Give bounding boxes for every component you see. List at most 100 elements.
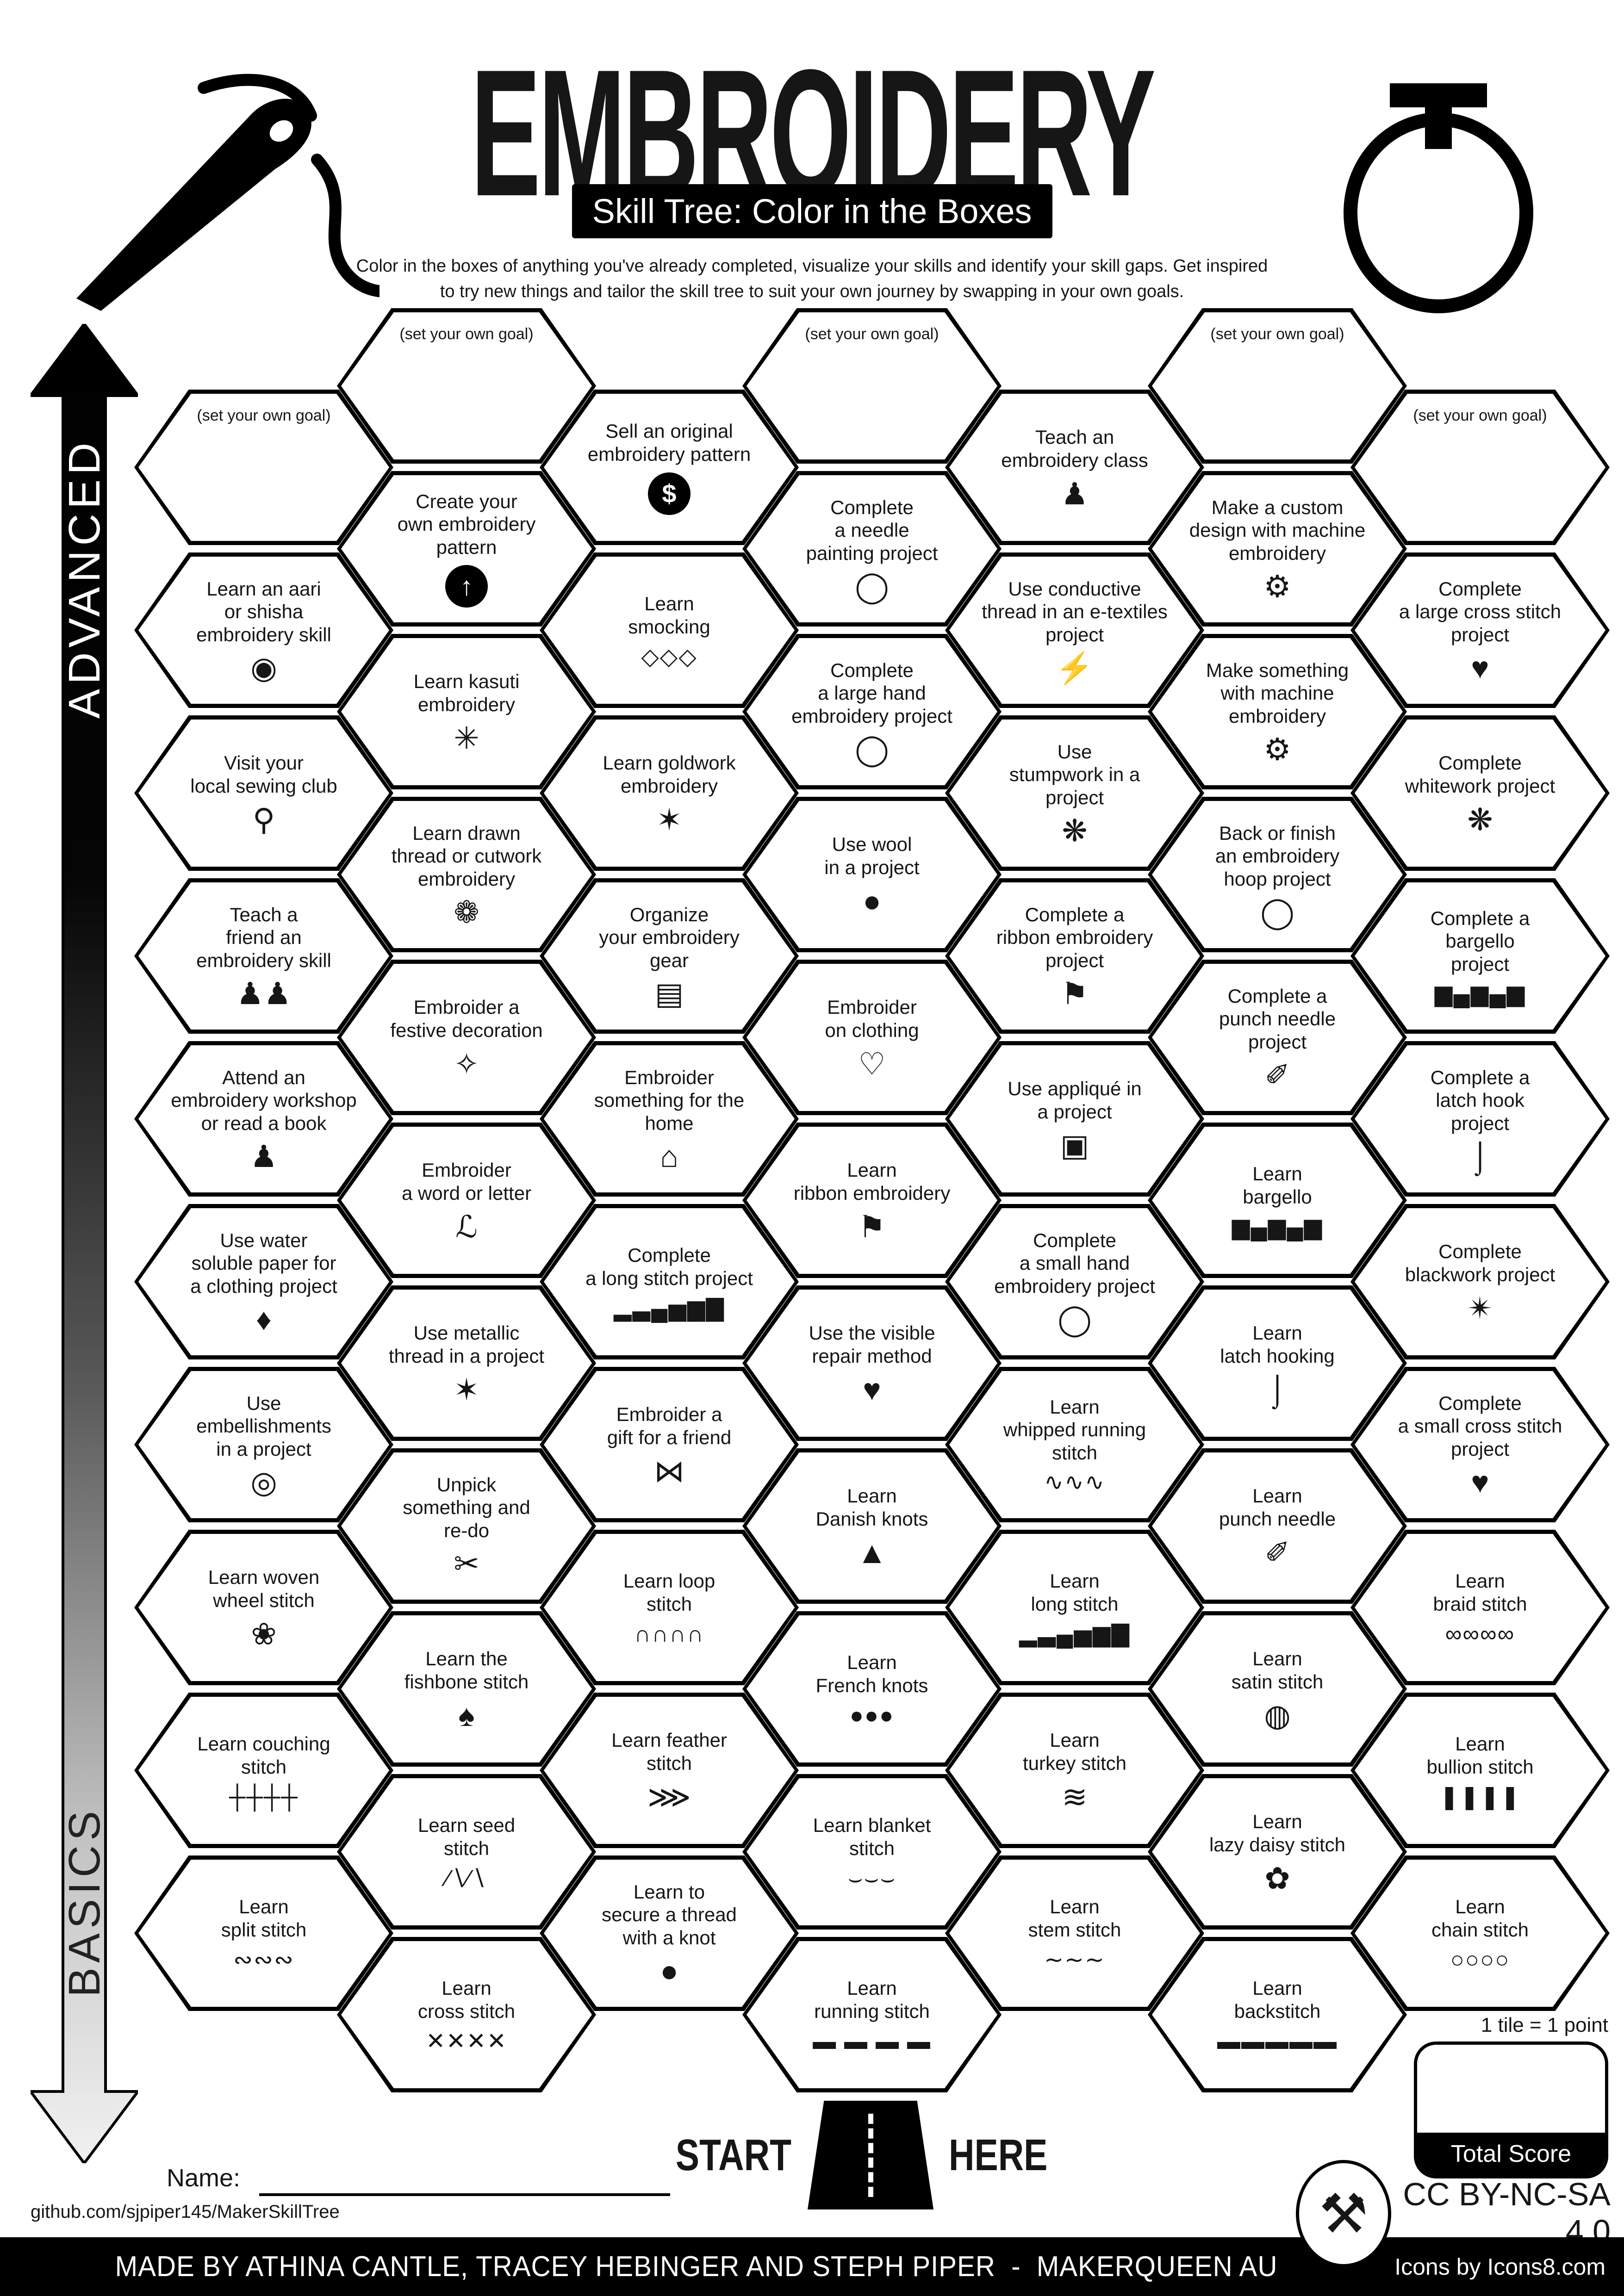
hex-tile[interactable]: Learn blanket stitch ⌣⌣⌣ (742, 1774, 1002, 1930)
hex-tile[interactable]: Learn backstitch ▬▬▬▬▬ (1148, 1937, 1407, 2092)
hex-tile[interactable]: Complete a needle painting project ◯ (742, 471, 1002, 627)
hex-tile[interactable]: Teach a friend an embroidery skill ♟♟ (134, 878, 393, 1034)
hex-tile[interactable]: Learn couching stitch ┼┼┼┼ (134, 1693, 393, 1848)
hex-tile[interactable]: Sell an original embroidery pattern $ (540, 390, 799, 545)
hex-tile[interactable]: Learn split stitch ∾∾∾ (134, 1855, 393, 2011)
hex-tile[interactable]: Learn satin stitch ◍ (1148, 1611, 1407, 1767)
hex-tile[interactable]: Complete a long stitch project ▂▃▄▅▆▇ (540, 1204, 799, 1359)
hex-fill-area (544, 394, 795, 541)
arrow-up-circle-icon: ↑ (445, 565, 488, 608)
total-score-label: Total Score (1417, 2133, 1605, 2175)
hex-tile[interactable]: Learn lazy daisy stitch ✿ (1148, 1774, 1407, 1930)
total-score-box[interactable]: Total Score (1414, 2042, 1608, 2178)
icons-credit-text[interactable]: Icons by Icons8.com (1394, 2253, 1605, 2280)
hex-tile[interactable]: Learn drawn thread or cutwork embroidery… (337, 797, 596, 952)
hex-tile[interactable]: Use embellishments in a project ◎ (134, 1367, 393, 1522)
hex-tile[interactable]: Complete a large hand embroidery project… (742, 634, 1002, 789)
hex-label: Learn the fishbone stitch (404, 1648, 529, 1693)
hex-tile[interactable]: (set your own goal) (742, 308, 1002, 464)
hex-tile[interactable]: Learn punch needle ✐ (1148, 1448, 1407, 1604)
name-input-line[interactable] (259, 2169, 670, 2196)
hex-tile[interactable]: Organize your embroidery gear ▤ (540, 878, 799, 1034)
hex-label: Learn stem stitch (1028, 1896, 1121, 1941)
hex-tile[interactable]: Complete a large cross stitch project ♥ (1350, 552, 1610, 708)
long-stitch-icon: ▂▃▄▅▆▇ (614, 1295, 725, 1321)
hex-tile[interactable]: Learn stem stitch ∼∼∼ (945, 1855, 1204, 2011)
kasuti-motif-icon: ✳ (454, 720, 479, 755)
hex-tile[interactable]: Learn ribbon embroidery ⚑ (742, 1123, 1002, 1278)
hex-tile[interactable]: Learn whipped running stitch ∿∿∿ (945, 1367, 1204, 1522)
house-icon: ⌂ (660, 1139, 678, 1174)
hex-tile[interactable]: (set your own goal) (134, 390, 393, 545)
hex-tile[interactable]: Use metallic thread in a project ✶ (337, 1285, 596, 1441)
hex-tile[interactable]: Learn goldwork embroidery ✶ (540, 715, 799, 871)
hoop-needle-icon: ◯ (1260, 895, 1294, 930)
hex-tile[interactable]: Back or finish an embroidery hoop projec… (1148, 797, 1407, 952)
hex-tile[interactable]: Complete a punch needle project ✐ (1148, 960, 1407, 1115)
hex-tile[interactable]: Learn turkey stitch ≋ (945, 1693, 1204, 1848)
github-link[interactable]: github.com/sjpiper145/MakerSkillTree (31, 2202, 340, 2222)
hex-tile[interactable]: Make something with machine embroidery ⚙ (1148, 634, 1407, 789)
hex-tile[interactable]: Learn kasuti embroidery ✳ (337, 634, 596, 789)
hex-tile[interactable]: Learn bullion stitch ❚❚❚❚ (1350, 1693, 1610, 1848)
hex-tile[interactable]: Make a custom design with machine embroi… (1148, 471, 1407, 627)
hex-tile[interactable]: Use conductive thread in an e-textiles p… (945, 552, 1204, 708)
hex-tile[interactable]: Complete a latch hook project ⌡ (1350, 1041, 1610, 1197)
hex-tile[interactable]: Complete a ribbon embroidery project ⚑ (945, 878, 1204, 1034)
hex-tile[interactable]: Learn feather stitch ⋙ (540, 1693, 799, 1848)
hex-tile[interactable]: Learn smocking ◇◇◇ (540, 552, 799, 708)
hex-label: Learn loop stitch (623, 1570, 716, 1615)
hex-tile[interactable]: Use wool in a project ● (742, 797, 1002, 952)
hex-tile[interactable]: Learn latch hooking ⌡ (1148, 1285, 1407, 1441)
hex-tile[interactable]: Use the visible repair method ♥ (742, 1285, 1002, 1441)
hex-tile[interactable]: (set your own goal) (1350, 390, 1610, 545)
hex-tile[interactable]: Learn chain stitch ○○○○ (1350, 1855, 1610, 2011)
hex-tile[interactable]: (set your own goal) (1148, 308, 1407, 464)
hex-tile[interactable]: Complete a bargello project ▆▄▆▄▆ (1350, 878, 1610, 1034)
hex-tile[interactable]: Unpick something and re-do ✂ (337, 1448, 596, 1604)
hex-tile[interactable]: Embroider a festive decoration ✧ (337, 960, 596, 1115)
hex-tile[interactable]: Teach an embroidery class ♟ (945, 390, 1204, 545)
hex-tile[interactable]: Complete whitework project ❋ (1350, 715, 1610, 871)
hex-fill-area (1152, 638, 1403, 785)
hex-tile[interactable]: Embroider a word or letter ℒ (337, 1123, 596, 1278)
hex-tile[interactable]: Use appliqué in a project ▣ (945, 1041, 1204, 1197)
hex-tile[interactable]: Attend an embroidery workshop or read a … (134, 1041, 393, 1197)
hex-tile[interactable]: Create your own embroidery pattern ↑ (337, 471, 596, 627)
hex-label: Organize your embroidery gear (599, 903, 740, 971)
hex-tile[interactable]: Embroider something for the home ⌂ (540, 1041, 799, 1197)
hex-label: Learn chain stitch (1431, 1896, 1529, 1941)
hex-tile[interactable]: Embroider a gift for a friend ⋈ (540, 1367, 799, 1522)
hex-fill-area (1355, 557, 1605, 704)
hex-tile[interactable]: Learn long stitch ▂▃▄▅▆▇ (945, 1530, 1204, 1685)
hex-tile[interactable]: Complete a small cross stitch project ♥ (1350, 1367, 1610, 1522)
hex-label: (set your own goal) (197, 407, 331, 424)
hex-fill-area (138, 1534, 389, 1681)
hex-fill-area (544, 1045, 795, 1192)
hex-tile[interactable]: Visit your local sewing club ⚲ (134, 715, 393, 871)
hex-tile[interactable]: Learn an aari or shisha embroidery skill… (134, 552, 393, 708)
hex-fill-area (1152, 1452, 1403, 1600)
hex-tile[interactable]: Complete blackwork project ✴ (1350, 1204, 1610, 1359)
hex-tile[interactable]: Learn loop stitch ∩∩∩∩ (540, 1530, 799, 1685)
hex-tile[interactable]: Use stumpwork in a project ❋ (945, 715, 1204, 871)
hex-tile[interactable]: Learn to secure a thread with a knot ● (540, 1855, 799, 2011)
hex-tile[interactable]: Learn running stitch ▬ ▬ ▬ ▬ (742, 1937, 1002, 2092)
hex-tile[interactable]: Complete a small hand embroidery project… (945, 1204, 1204, 1359)
hex-tile[interactable]: Learn bargello ▆▄▆▄▆ (1148, 1123, 1407, 1278)
hex-tile[interactable]: Embroider on clothing ♡ (742, 960, 1002, 1115)
backstitch-icon: ▬▬▬▬▬ (1217, 2028, 1338, 2054)
loop-stitch-icon: ∩∩∩∩ (634, 1620, 704, 1647)
hex-tile[interactable]: Learn the fishbone stitch ♠ (337, 1611, 596, 1767)
hex-tile[interactable]: Learn braid stitch ∞∞∞∞ (1350, 1530, 1610, 1685)
hex-tile[interactable]: (set your own goal) (337, 308, 596, 464)
hex-tile[interactable]: Use water soluble paper for a clothing p… (134, 1204, 393, 1359)
hex-tile[interactable]: Learn woven wheel stitch ❀ (134, 1530, 393, 1685)
hex-fill-area (341, 638, 592, 785)
hex-tile[interactable]: Learn French knots ●●● (742, 1611, 1002, 1767)
hex-fill-area (544, 1534, 795, 1681)
hex-tile[interactable]: Learn cross stitch ✕✕✕✕ (337, 1937, 596, 2092)
hex-label: Complete a small cross stitch project (1398, 1392, 1562, 1460)
hex-tile[interactable]: Learn seed stitch ∕∖∕∖ (337, 1774, 596, 1930)
hex-tile[interactable]: Learn Danish knots ▲ (742, 1448, 1002, 1604)
